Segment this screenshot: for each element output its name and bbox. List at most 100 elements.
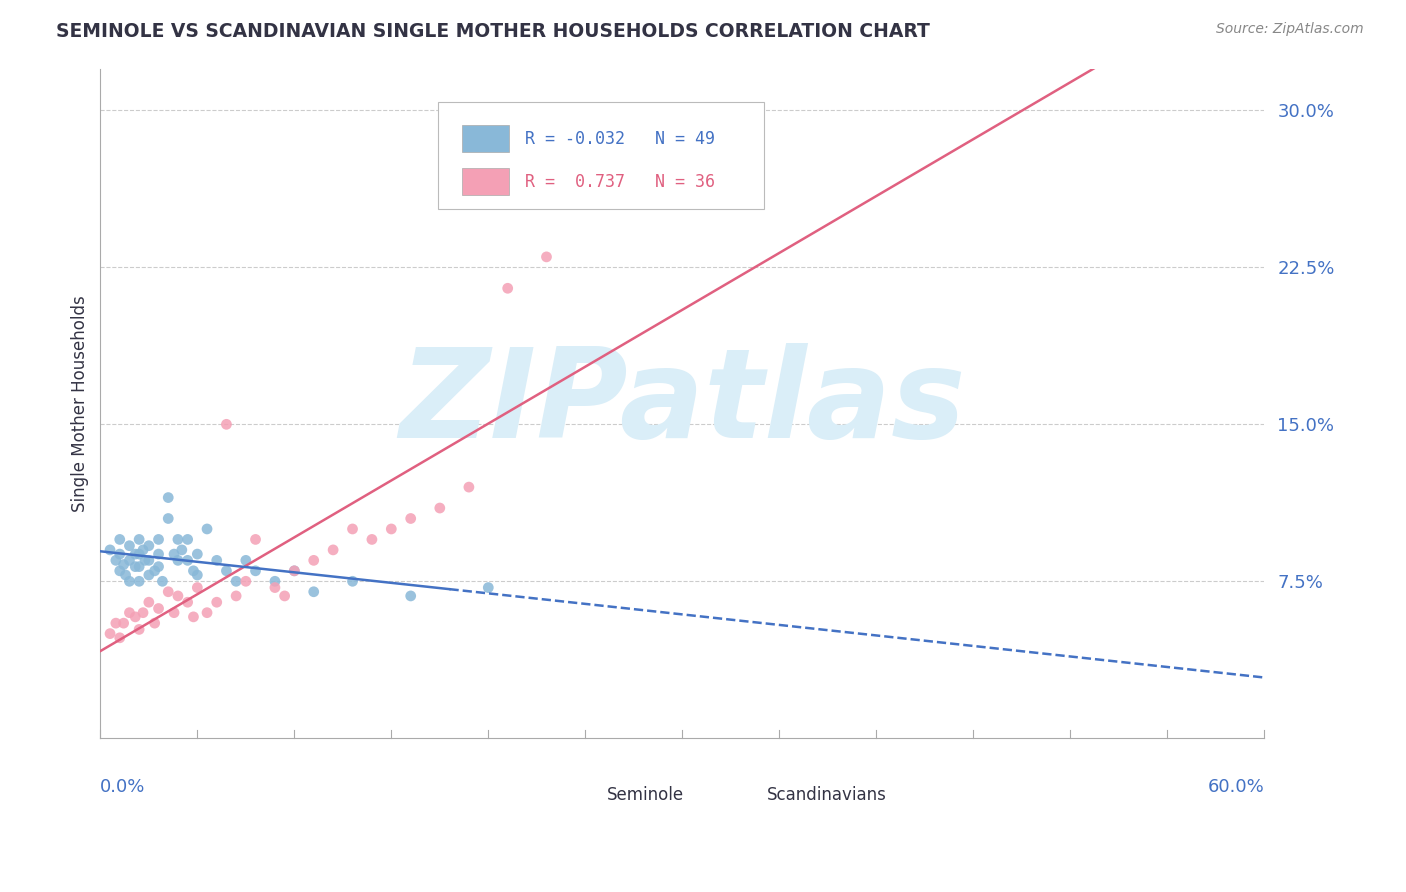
Point xyxy=(195,522,218,536)
FancyBboxPatch shape xyxy=(437,102,763,209)
Point xyxy=(157,491,180,505)
Point xyxy=(225,589,247,603)
Point xyxy=(108,631,131,645)
Point xyxy=(170,542,193,557)
Point xyxy=(124,547,146,561)
Point xyxy=(104,616,127,631)
Point xyxy=(273,589,295,603)
Point xyxy=(245,564,267,578)
Point xyxy=(163,606,186,620)
Point xyxy=(128,547,150,561)
Text: ZIPatlas: ZIPatlas xyxy=(399,343,966,464)
Point xyxy=(152,574,174,589)
Point xyxy=(128,623,150,637)
Point xyxy=(496,281,519,295)
Point xyxy=(322,542,344,557)
Point xyxy=(283,564,305,578)
Text: Scandinavians: Scandinavians xyxy=(768,786,887,805)
Point xyxy=(118,574,141,589)
Point xyxy=(183,564,205,578)
Y-axis label: Single Mother Households: Single Mother Households xyxy=(72,295,89,512)
Point xyxy=(399,511,422,525)
Point xyxy=(128,559,150,574)
Point xyxy=(536,250,558,264)
Text: R = -0.032   N = 49: R = -0.032 N = 49 xyxy=(526,129,716,148)
Point xyxy=(186,581,208,595)
Point xyxy=(457,480,479,494)
Point xyxy=(128,533,150,547)
Point xyxy=(134,553,156,567)
Text: 60.0%: 60.0% xyxy=(1208,779,1264,797)
Point xyxy=(167,553,190,567)
Point xyxy=(264,581,287,595)
Point xyxy=(167,589,190,603)
Point xyxy=(245,533,267,547)
Point xyxy=(114,568,136,582)
Point xyxy=(176,595,198,609)
Point xyxy=(148,533,170,547)
Point xyxy=(399,589,422,603)
Point xyxy=(342,574,364,589)
Point xyxy=(138,595,160,609)
Point xyxy=(235,574,257,589)
Point xyxy=(132,542,155,557)
Point xyxy=(176,533,198,547)
Point xyxy=(215,564,238,578)
Point xyxy=(205,595,228,609)
Point xyxy=(342,522,364,536)
Point xyxy=(183,610,205,624)
Point xyxy=(138,553,160,567)
FancyBboxPatch shape xyxy=(463,169,509,195)
Point xyxy=(205,553,228,567)
Point xyxy=(118,553,141,567)
FancyBboxPatch shape xyxy=(463,125,509,153)
Point xyxy=(98,626,121,640)
Point xyxy=(124,610,146,624)
Point xyxy=(477,581,499,595)
Point xyxy=(225,574,247,589)
Point xyxy=(176,553,198,567)
Point xyxy=(429,501,451,516)
Bar xyxy=(727,787,758,803)
Text: R =  0.737   N = 36: R = 0.737 N = 36 xyxy=(526,173,716,191)
Point xyxy=(132,606,155,620)
Point xyxy=(157,584,180,599)
Bar xyxy=(565,787,598,803)
Point xyxy=(112,558,135,572)
Text: Seminole: Seminole xyxy=(606,786,683,805)
Point xyxy=(98,542,121,557)
Point xyxy=(108,547,131,561)
Point xyxy=(163,547,186,561)
Point xyxy=(195,606,218,620)
Point xyxy=(108,564,131,578)
Point xyxy=(167,533,190,547)
Point xyxy=(361,533,384,547)
Point xyxy=(148,547,170,561)
Point xyxy=(108,533,131,547)
Point xyxy=(186,547,208,561)
Point xyxy=(104,553,127,567)
Point xyxy=(302,553,325,567)
Text: SEMINOLE VS SCANDINAVIAN SINGLE MOTHER HOUSEHOLDS CORRELATION CHART: SEMINOLE VS SCANDINAVIAN SINGLE MOTHER H… xyxy=(56,22,931,41)
Point xyxy=(112,616,135,631)
Point xyxy=(215,417,238,432)
Point xyxy=(148,601,170,615)
Point xyxy=(186,568,208,582)
Point xyxy=(235,553,257,567)
Point xyxy=(124,559,146,574)
Text: 0.0%: 0.0% xyxy=(100,779,146,797)
Point xyxy=(143,616,166,631)
Point xyxy=(380,522,402,536)
Point xyxy=(264,574,287,589)
Point xyxy=(283,564,305,578)
Point xyxy=(148,559,170,574)
Point xyxy=(128,574,150,589)
Point xyxy=(157,511,180,525)
Text: Source: ZipAtlas.com: Source: ZipAtlas.com xyxy=(1216,22,1364,37)
Point xyxy=(143,564,166,578)
Point xyxy=(118,606,141,620)
Point xyxy=(138,568,160,582)
Point xyxy=(138,539,160,553)
Point xyxy=(302,584,325,599)
Point xyxy=(118,539,141,553)
